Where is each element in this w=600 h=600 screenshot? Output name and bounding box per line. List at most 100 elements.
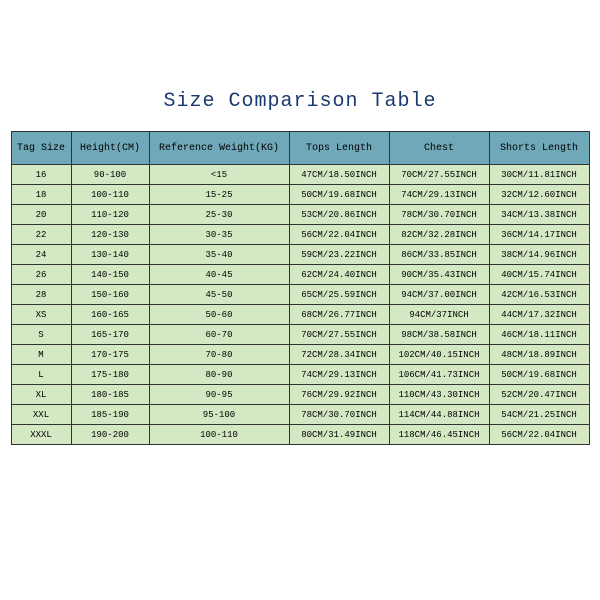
table-cell: 70CM/27.55INCH xyxy=(289,325,389,345)
table-cell: 100-110 xyxy=(149,425,289,445)
col-header: Tag Size xyxy=(11,132,71,165)
table-cell: 185-190 xyxy=(71,405,149,425)
table-cell: 150-160 xyxy=(71,285,149,305)
table-cell: 170-175 xyxy=(71,345,149,365)
table-cell: 59CM/23.22INCH xyxy=(289,245,389,265)
table-cell: 80-90 xyxy=(149,365,289,385)
table-cell: XS xyxy=(11,305,71,325)
table-cell: 70CM/27.55INCH xyxy=(389,165,489,185)
table-cell: 90-100 xyxy=(71,165,149,185)
table-cell: 110-120 xyxy=(71,205,149,225)
col-header: Reference Weight(KG) xyxy=(149,132,289,165)
table-cell: 16 xyxy=(11,165,71,185)
table-cell: 32CM/12.60INCH xyxy=(489,185,589,205)
table-cell: 98CM/38.58INCH xyxy=(389,325,489,345)
table-row: 28150-16045-5065CM/25.59INCH94CM/37.00IN… xyxy=(11,285,589,305)
table-row: 26140-15040-4562CM/24.40INCH90CM/35.43IN… xyxy=(11,265,589,285)
table-cell: 118CM/46.45INCH xyxy=(389,425,489,445)
table-cell: 46CM/18.11INCH xyxy=(489,325,589,345)
table-cell: M xyxy=(11,345,71,365)
col-header: Chest xyxy=(389,132,489,165)
table-cell: 70-80 xyxy=(149,345,289,365)
col-header: Shorts Length xyxy=(489,132,589,165)
table-row: 20110-12025-3053CM/20.86INCH78CM/30.70IN… xyxy=(11,205,589,225)
table-cell: 130-140 xyxy=(71,245,149,265)
table-cell: 90CM/35.43INCH xyxy=(389,265,489,285)
table-cell: 90-95 xyxy=(149,385,289,405)
table-cell: 50-60 xyxy=(149,305,289,325)
table-cell: 74CM/29.13INCH xyxy=(389,185,489,205)
table-cell: 72CM/28.34INCH xyxy=(289,345,389,365)
table-cell: 35-40 xyxy=(149,245,289,265)
table-cell: 74CM/29.13INCH xyxy=(289,365,389,385)
table-row: XXL185-19095-10078CM/30.70INCH114CM/44.8… xyxy=(11,405,589,425)
table-cell: 60-70 xyxy=(149,325,289,345)
header-row: Tag Size Height(CM) Reference Weight(KG)… xyxy=(11,132,589,165)
table-cell: 56CM/22.04INCH xyxy=(289,225,389,245)
table-row: XS160-16550-6068CM/26.77INCH94CM/37INCH4… xyxy=(11,305,589,325)
table-cell: 165-170 xyxy=(71,325,149,345)
table-cell: 102CM/40.15INCH xyxy=(389,345,489,365)
page-title: Size Comparison Table xyxy=(163,90,436,113)
table-cell: <15 xyxy=(149,165,289,185)
table-cell: 190-200 xyxy=(71,425,149,445)
table-cell: 48CM/18.89INCH xyxy=(489,345,589,365)
table-cell: 47CM/18.50INCH xyxy=(289,165,389,185)
table-cell: 94CM/37.00INCH xyxy=(389,285,489,305)
table-cell: 62CM/24.40INCH xyxy=(289,265,389,285)
table-cell: 30CM/11.81INCH xyxy=(489,165,589,185)
table-cell: XL xyxy=(11,385,71,405)
table-row: M170-17570-8072CM/28.34INCH102CM/40.15IN… xyxy=(11,345,589,365)
col-header: Height(CM) xyxy=(71,132,149,165)
table-cell: 44CM/17.32INCH xyxy=(489,305,589,325)
table-cell: S xyxy=(11,325,71,345)
table-cell: 94CM/37INCH xyxy=(389,305,489,325)
col-header: Tops Length xyxy=(289,132,389,165)
table-cell: 22 xyxy=(11,225,71,245)
table-row: L175-18080-9074CM/29.13INCH106CM/41.73IN… xyxy=(11,365,589,385)
table-cell: 53CM/20.86INCH xyxy=(289,205,389,225)
table-row: XXXL190-200100-11080CM/31.49INCH118CM/46… xyxy=(11,425,589,445)
table-cell: 86CM/33.85INCH xyxy=(389,245,489,265)
table-cell: 76CM/29.92INCH xyxy=(289,385,389,405)
table-row: XL180-18590-9576CM/29.92INCH110CM/43.30I… xyxy=(11,385,589,405)
table-cell: 160-165 xyxy=(71,305,149,325)
table-cell: 54CM/21.25INCH xyxy=(489,405,589,425)
table-cell: 175-180 xyxy=(71,365,149,385)
table-cell: 26 xyxy=(11,265,71,285)
table-row: S165-17060-7070CM/27.55INCH98CM/38.58INC… xyxy=(11,325,589,345)
table-cell: 65CM/25.59INCH xyxy=(289,285,389,305)
table-cell: 30-35 xyxy=(149,225,289,245)
table-cell: 24 xyxy=(11,245,71,265)
table-cell: 45-50 xyxy=(149,285,289,305)
table-cell: 42CM/16.53INCH xyxy=(489,285,589,305)
table-cell: 40-45 xyxy=(149,265,289,285)
table-cell: L xyxy=(11,365,71,385)
table-cell: 120-130 xyxy=(71,225,149,245)
table-cell: 68CM/26.77INCH xyxy=(289,305,389,325)
table-row: 22120-13030-3556CM/22.04INCH82CM/32.28IN… xyxy=(11,225,589,245)
table-row: 24130-14035-4059CM/23.22INCH86CM/33.85IN… xyxy=(11,245,589,265)
table-cell: 52CM/20.47INCH xyxy=(489,385,589,405)
table-cell: 180-185 xyxy=(71,385,149,405)
table-cell: 140-150 xyxy=(71,265,149,285)
table-cell: 78CM/30.70INCH xyxy=(389,205,489,225)
table-cell: 50CM/19.68INCH xyxy=(489,365,589,385)
table-cell: 15-25 xyxy=(149,185,289,205)
table-cell: 20 xyxy=(11,205,71,225)
table-cell: 95-100 xyxy=(149,405,289,425)
table-cell: 114CM/44.88INCH xyxy=(389,405,489,425)
table-cell: 56CM/22.04INCH xyxy=(489,425,589,445)
table-row: 18100-11015-2550CM/19.68INCH74CM/29.13IN… xyxy=(11,185,589,205)
table-cell: 18 xyxy=(11,185,71,205)
table-cell: 78CM/30.70INCH xyxy=(289,405,389,425)
table-cell: 80CM/31.49INCH xyxy=(289,425,389,445)
table-cell: XXL xyxy=(11,405,71,425)
table-cell: XXXL xyxy=(11,425,71,445)
table-cell: 100-110 xyxy=(71,185,149,205)
table-cell: 110CM/43.30INCH xyxy=(389,385,489,405)
table-cell: 28 xyxy=(11,285,71,305)
table-cell: 25-30 xyxy=(149,205,289,225)
table-cell: 36CM/14.17INCH xyxy=(489,225,589,245)
table-cell: 82CM/32.28INCH xyxy=(389,225,489,245)
